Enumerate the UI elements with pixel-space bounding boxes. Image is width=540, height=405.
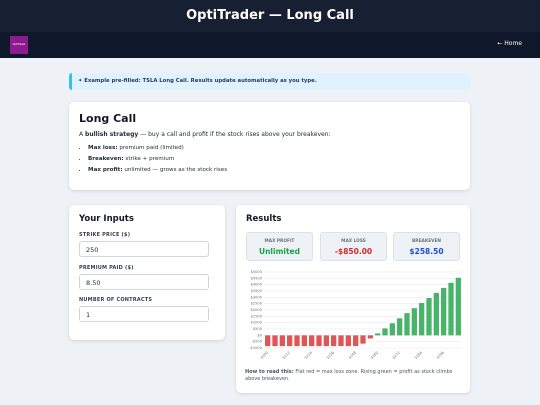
bar xyxy=(375,333,381,336)
info-banner: ✦ Example pre-filled: TSLA Long Call. Re… xyxy=(69,73,470,90)
stat-value: Unlimited xyxy=(259,247,300,256)
y-tick-label: $0 xyxy=(257,333,262,337)
bar xyxy=(367,335,373,339)
bar xyxy=(316,335,322,347)
y-tick-label: $1500 xyxy=(251,314,263,318)
stat-label: BREAKEVEN xyxy=(412,239,441,244)
results-title: Results xyxy=(246,214,282,224)
chart-note: How to read this: Flat red = max loss zo… xyxy=(245,369,460,383)
intro-title: Long Call xyxy=(79,112,137,125)
note-text: Flat red = max loss zone. Rising green =… xyxy=(245,369,453,382)
text: A xyxy=(79,131,84,138)
y-tick-label: $2500 xyxy=(251,302,263,306)
bar xyxy=(294,335,300,347)
x-tick-label: $236 xyxy=(326,350,336,360)
bar xyxy=(397,318,403,336)
bar xyxy=(389,323,395,336)
bullet: Max profit: unlimited — grows as the sto… xyxy=(88,167,227,173)
bullet: Max loss: premium paid (limited) xyxy=(88,145,227,151)
bar xyxy=(455,277,461,336)
text: premium paid (limited) xyxy=(119,145,184,151)
inputs-card: Your Inputs STRIKE PRICE ($) 250 PREMIUM… xyxy=(69,205,225,340)
field-label: STRIKE PRICE ($) xyxy=(79,232,131,238)
y-tick-label: $3000 xyxy=(251,295,263,299)
bar xyxy=(338,335,344,347)
bar xyxy=(360,335,366,344)
stat-value: $258.50 xyxy=(409,247,444,256)
strike-input[interactable]: 250 xyxy=(79,241,209,257)
field-label: PREMIUM PAID ($) xyxy=(79,265,134,271)
y-tick-label: $3500 xyxy=(251,289,263,293)
bar xyxy=(323,335,329,347)
x-tick-label: $260 xyxy=(370,350,380,360)
label: Max profit: xyxy=(88,167,123,173)
bar xyxy=(411,308,417,336)
stat-box: BREAKEVEN $258.50 xyxy=(393,232,460,261)
y-tick-label: -$500 xyxy=(252,340,263,344)
y-tick-label: $2000 xyxy=(251,308,263,312)
bar xyxy=(345,335,351,347)
x-tick-label: $248 xyxy=(348,350,358,360)
bar xyxy=(331,335,337,347)
stat-box: MAX PROFIT Unlimited xyxy=(246,232,313,261)
x-tick-label: $296 xyxy=(436,350,446,360)
stat-label: MAX PROFIT xyxy=(264,239,295,244)
label: Breakeven: xyxy=(88,156,124,162)
y-tick-label: -$1000 xyxy=(249,346,262,350)
intro-card: Long Call A bullish strategy — buy a cal… xyxy=(69,102,470,190)
x-tick-label: $224 xyxy=(304,350,314,360)
stat-box: MAX LOSS -$850.00 xyxy=(320,232,387,261)
home-link[interactable]: ← Home xyxy=(497,40,522,47)
premium-input[interactable]: 8.50 xyxy=(79,274,209,290)
text: unlimited — grows as the stock rises xyxy=(124,167,228,173)
text: — buy a call and profit if the stock ris… xyxy=(140,131,331,138)
bar xyxy=(301,335,307,347)
field-label: NUMBER OF CONTRACTS xyxy=(79,297,153,303)
bar xyxy=(426,297,432,336)
y-tick-label: $5000 xyxy=(251,270,263,274)
bar xyxy=(353,335,359,347)
bar xyxy=(419,303,425,336)
note-label: How to read this: xyxy=(245,369,294,375)
bar xyxy=(272,335,278,347)
bar xyxy=(404,313,410,336)
y-tick-label: $4000 xyxy=(251,283,263,287)
stat-label: MAX LOSS xyxy=(341,239,366,244)
nav-bar xyxy=(0,32,540,58)
y-tick-label: $4500 xyxy=(251,276,263,280)
bar xyxy=(287,335,293,347)
app-title: OptiTrader — Long Call xyxy=(0,0,540,32)
intro-text: A bullish strategy — buy a call and prof… xyxy=(79,131,331,138)
bar xyxy=(279,335,285,347)
bar xyxy=(448,282,454,336)
results-card: Results MAX PROFIT Unlimited MAX LOSS -$85… xyxy=(236,205,470,393)
bullet: Breakeven: strike + premium xyxy=(88,156,227,162)
text: strike + premium xyxy=(125,156,175,162)
bar xyxy=(382,328,388,336)
stat-value: -$850.00 xyxy=(334,247,373,256)
contracts-input[interactable]: 1 xyxy=(79,306,209,322)
intro-list: Max loss: premium paid (limited) Breakev… xyxy=(79,145,227,178)
inputs-title: Your Inputs xyxy=(79,214,134,224)
x-tick-label: $284 xyxy=(414,350,424,360)
label: Max loss: xyxy=(88,145,118,151)
y-tick-label: $500 xyxy=(253,327,263,331)
x-tick-label: $212 xyxy=(282,351,291,360)
bar xyxy=(309,335,315,347)
chart: -$1000 -$500 $0 $500 $1000 $1500 $2000 $2500 $30… xyxy=(249,270,462,360)
emphasis: bullish strategy xyxy=(85,131,139,138)
y-tick-label: $1000 xyxy=(251,321,263,325)
x-tick-label: $272 xyxy=(392,351,401,360)
bar xyxy=(433,292,439,336)
x-tick-label: $200 xyxy=(260,350,270,360)
bar xyxy=(265,335,271,347)
logo[interactable]: OptiTrader xyxy=(10,36,28,54)
bar xyxy=(441,287,447,336)
